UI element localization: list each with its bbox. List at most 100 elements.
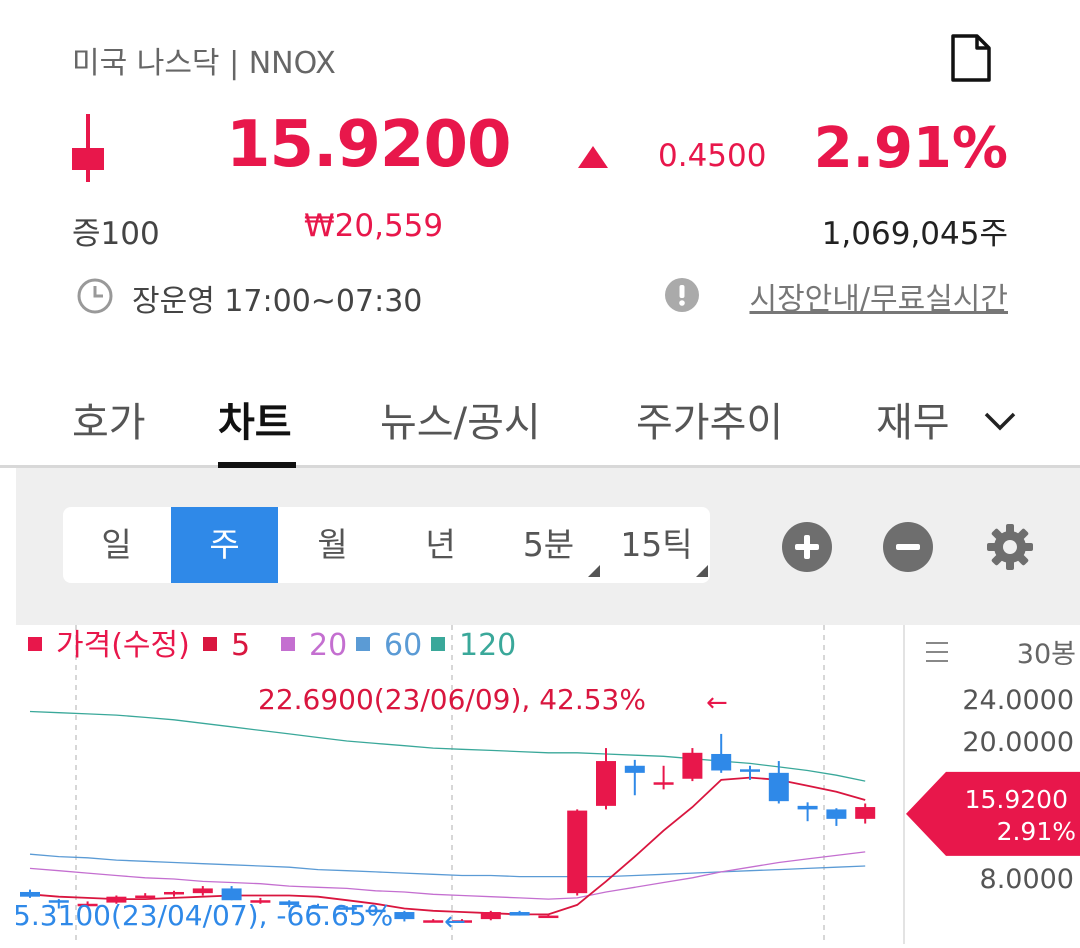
candle-body: [423, 920, 444, 923]
document-icon[interactable]: [945, 32, 997, 84]
market-info-link[interactable]: 시장안내/무료실시간: [749, 282, 1008, 317]
chart-annotations: 22.6900(23/06/09), 42.53% ← 5.3100(23/04/0…: [13, 683, 728, 937]
tab-orderbook[interactable]: 호가: [72, 400, 146, 446]
period-day-button[interactable]: 일: [101, 525, 132, 564]
candle-body: [653, 782, 674, 785]
candle: [48, 899, 69, 909]
period-month-button[interactable]: 월: [317, 525, 348, 564]
candle-body: [480, 912, 501, 920]
arrow-up-icon: [578, 146, 608, 168]
max-arrow-icon: ←: [706, 688, 728, 718]
krw-price: ₩20,559: [304, 208, 444, 244]
candle: [596, 748, 616, 810]
ma60-line: [29, 853, 866, 878]
candle-body: [221, 888, 242, 901]
zoom-out-button[interactable]: [883, 522, 933, 572]
candle-body: [336, 907, 357, 910]
candle: [221, 886, 242, 901]
candle-body: [192, 888, 213, 894]
legend-label: 120: [459, 628, 516, 663]
zoom-in-button[interactable]: [782, 522, 832, 572]
candle: [682, 748, 703, 782]
candle: [567, 809, 588, 896]
max-annotation: 22.6900(23/06/09), 42.53%: [258, 683, 646, 716]
candle: [77, 901, 98, 907]
market-label: 미국 나스닥 | NNOX: [72, 46, 336, 81]
tab-news[interactable]: 뉴스/공시: [380, 400, 541, 446]
candle-body: [20, 891, 40, 897]
candle-body: [538, 915, 559, 919]
chevron-down-icon[interactable]: [982, 402, 1018, 438]
candle: [192, 886, 213, 896]
period-minute-button[interactable]: 5분: [495, 507, 602, 583]
candle: [480, 910, 501, 921]
candle-body: [77, 903, 98, 907]
minus-icon: [896, 544, 920, 550]
candle: [106, 895, 127, 904]
y-tick-label: 20.0000: [962, 727, 1074, 758]
candle: [308, 903, 328, 909]
candle: [826, 808, 847, 826]
candle: [279, 900, 300, 908]
alert-icon: [665, 278, 699, 312]
change-percent: 2.91%: [813, 116, 1008, 181]
candle-body: [797, 805, 818, 810]
candle: [250, 897, 271, 904]
legend-swatch: [28, 637, 42, 651]
chart-legend: 가격(수정) 5 20 60 120: [28, 628, 516, 663]
candle-body: [250, 900, 271, 903]
candle-body: [740, 769, 760, 772]
tab-bar: 호가 차트 뉴스/공시 주가추이 재무: [0, 376, 1080, 468]
legend-swatch: [356, 637, 370, 651]
current-price-label: 15.9200: [965, 785, 1068, 814]
candle: [538, 914, 559, 919]
candle: [740, 765, 760, 780]
candle-body: [855, 807, 876, 819]
candle-body: [164, 891, 184, 895]
mini-candle-icon: [72, 114, 104, 182]
bars-count: 30봉: [1017, 639, 1076, 670]
candle-body: [624, 765, 645, 773]
tab-price-trend[interactable]: 주가추이: [636, 400, 784, 446]
candle-body: [394, 912, 415, 920]
candle-body: [279, 901, 300, 905]
candle: [20, 889, 40, 898]
margin-rate: 증100: [72, 216, 160, 252]
gear-icon[interactable]: [985, 522, 1035, 572]
tab-chart[interactable]: 차트: [218, 400, 292, 446]
tab-financials[interactable]: 재무: [876, 400, 950, 446]
candle: [509, 910, 530, 916]
period-week-button[interactable]: 주: [171, 507, 278, 583]
period-year-button[interactable]: 년: [425, 525, 456, 564]
legend-swatch: [281, 637, 295, 651]
ma5-line: [29, 776, 866, 916]
candle: [768, 761, 789, 804]
candle-body: [711, 753, 732, 771]
candle-body: [682, 752, 703, 779]
legend-swatch: [431, 637, 445, 651]
candle: [711, 733, 732, 773]
candle-body: [826, 809, 847, 819]
candle: [624, 759, 645, 796]
dropdown-corner-icon: [588, 565, 600, 577]
candle: [394, 910, 415, 922]
candle: [164, 890, 184, 897]
price-axis: 30봉24.000020.000012.00008.000015.92002.9…: [906, 639, 1080, 895]
current-price-marker: [906, 771, 1080, 856]
ma20-line: [29, 851, 866, 900]
legend-label: 가격(수정): [56, 628, 190, 663]
candle-body: [135, 895, 156, 899]
y-tick-label: 24.0000: [962, 685, 1074, 716]
y-tick-label: 8.0000: [980, 864, 1074, 895]
candle-body: [596, 761, 616, 806]
dropdown-corner-icon: [696, 565, 708, 577]
candle-body: [567, 810, 588, 894]
candle: [365, 908, 386, 913]
period-tick-button[interactable]: 15틱: [603, 507, 710, 583]
candle: [452, 919, 472, 923]
min-arrow-icon: ←: [444, 907, 466, 937]
min-annotation: 5.3100(23/04/07), -66.65%: [16, 899, 393, 932]
ma120-line: [29, 710, 866, 782]
